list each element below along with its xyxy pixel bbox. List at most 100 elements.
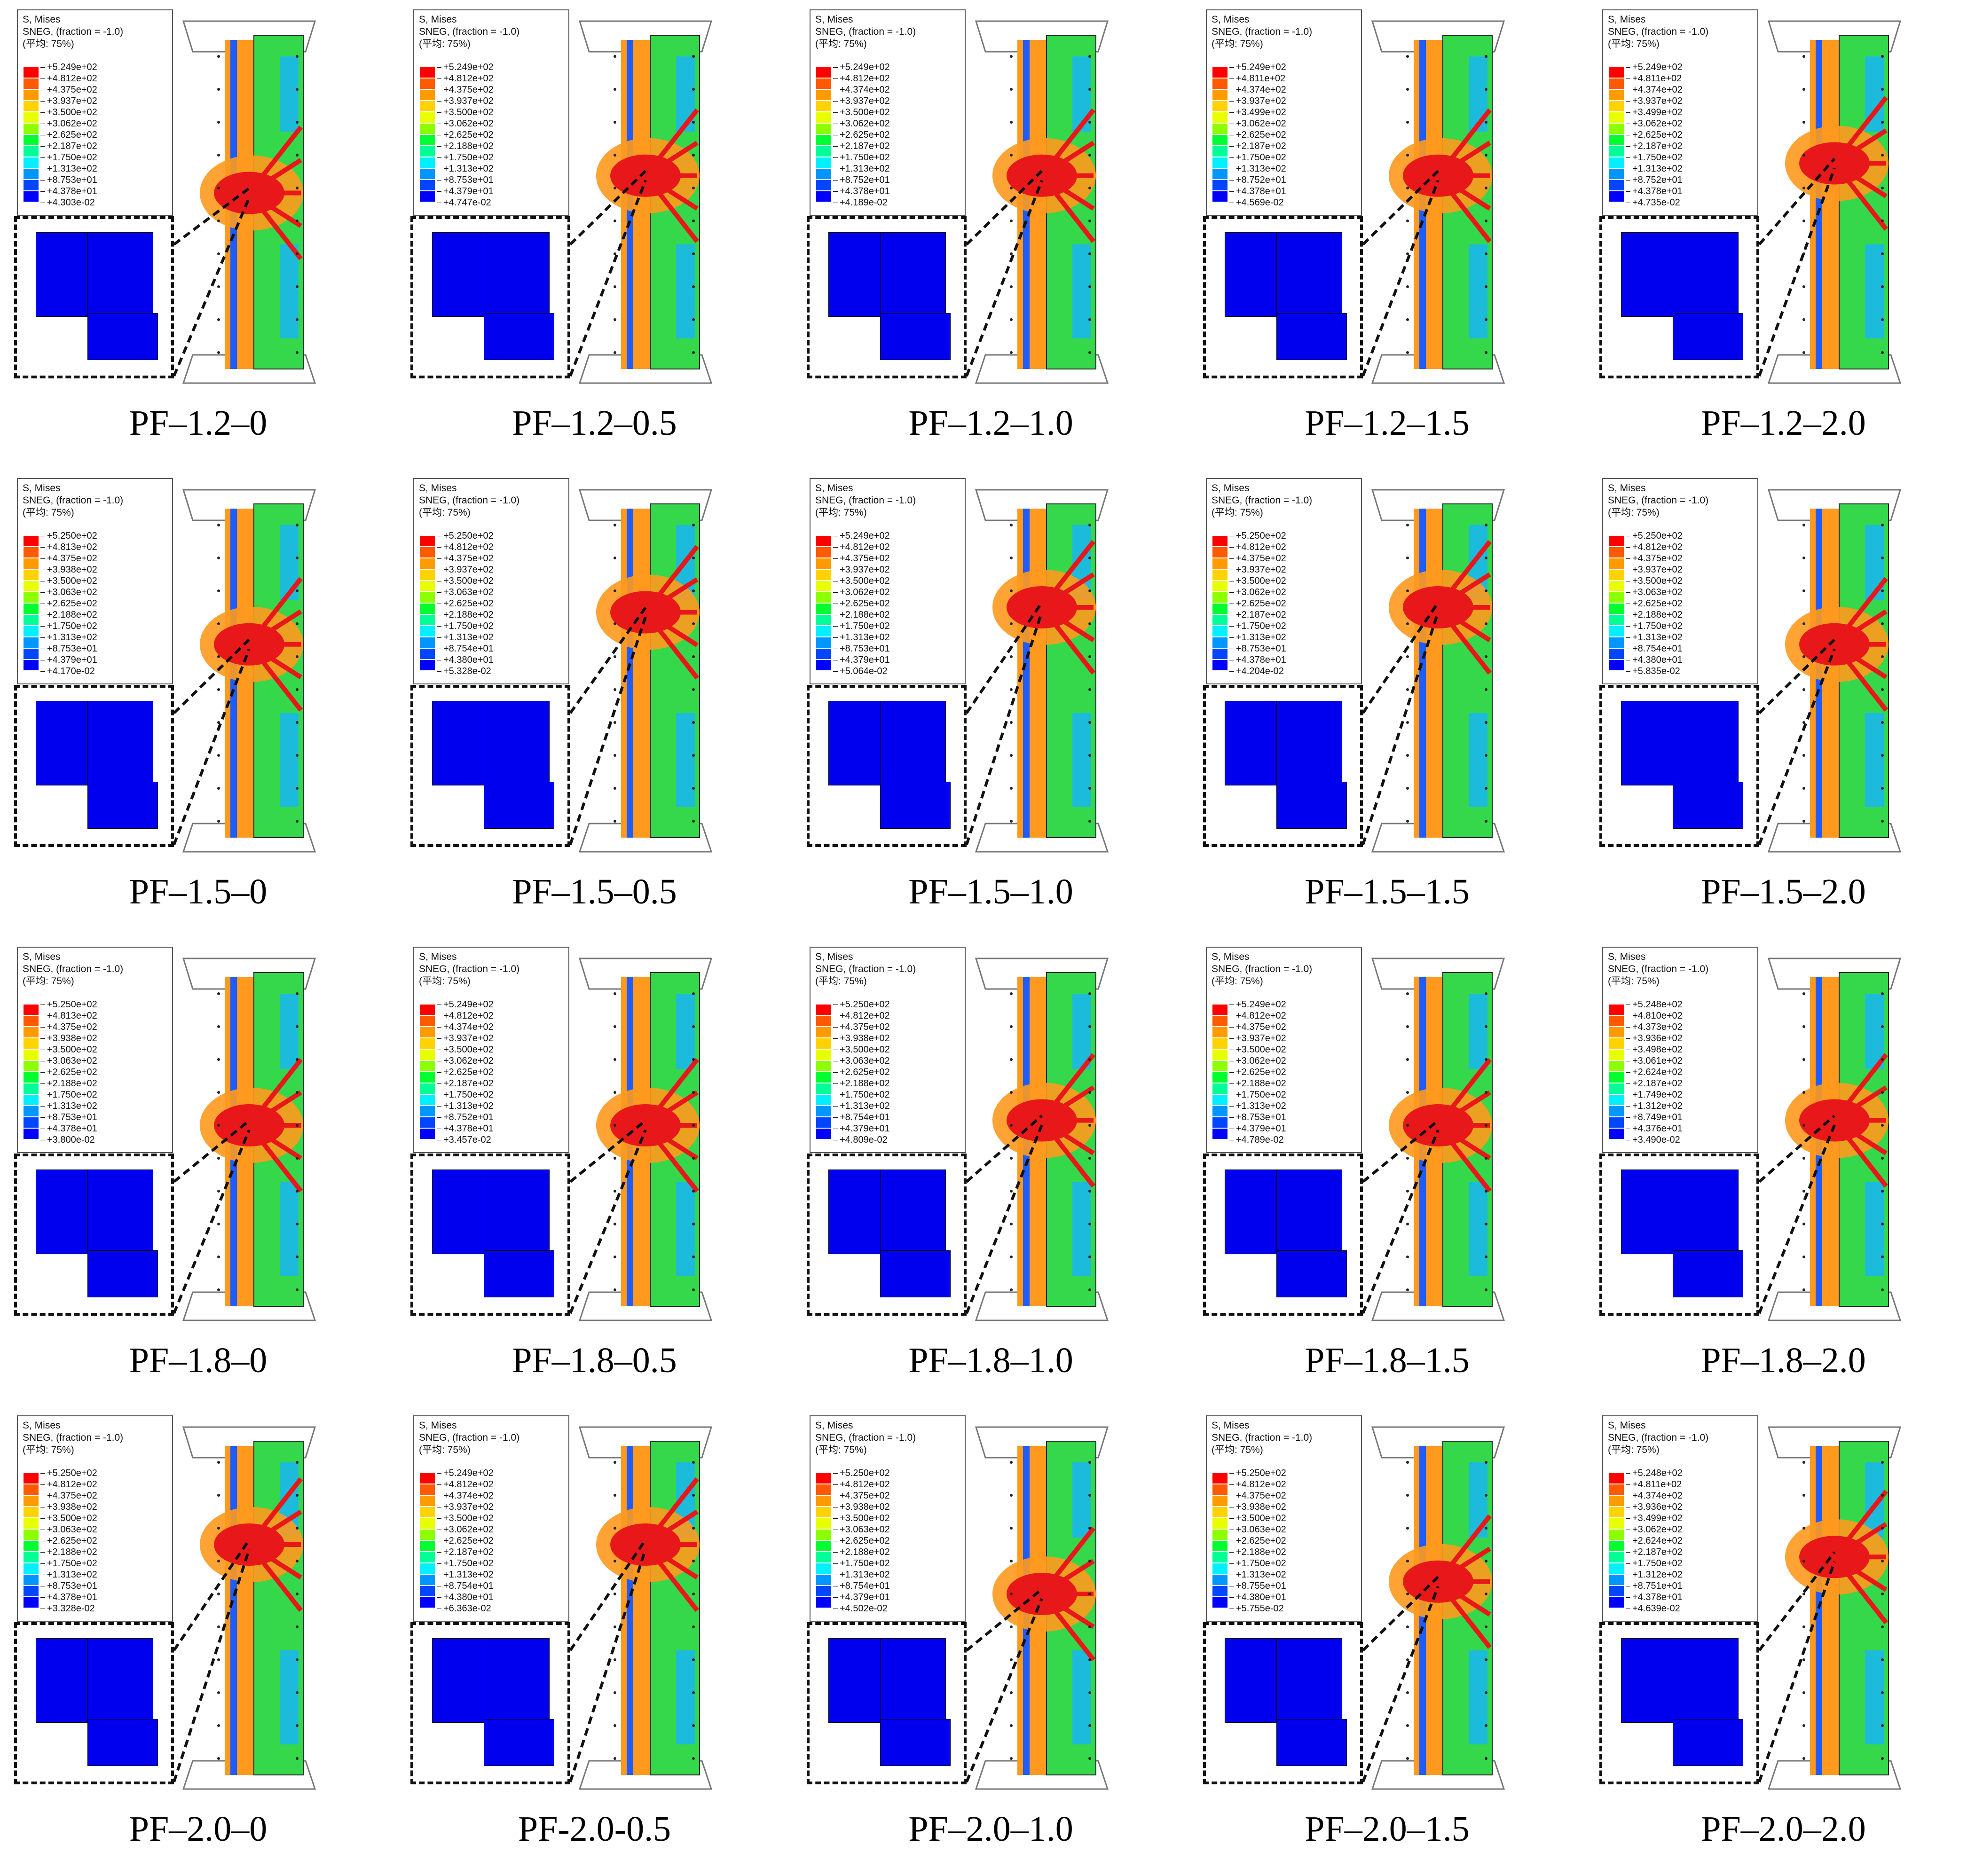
bolt-marker	[1881, 252, 1884, 255]
bolt-marker	[1088, 285, 1091, 288]
legend-value: +4.375e+02	[1632, 553, 1683, 564]
stress-ray	[1437, 1579, 1491, 1617]
bolt-marker	[1010, 1691, 1013, 1694]
bolt-marker	[296, 220, 299, 222]
low-stress-zone	[1072, 994, 1091, 1069]
stress-ray	[248, 191, 302, 228]
legend-value: +3.937e+02	[443, 565, 494, 575]
bolt-marker	[217, 589, 220, 592]
stress-ray	[248, 642, 302, 679]
bolt-marker	[217, 154, 220, 157]
contour-panel: S, Mises SNEG, (fraction = -1.0) (平均: 75%)…	[0, 1406, 396, 1875]
legend-value: +2.188e+02	[47, 610, 97, 620]
legend-swatch	[420, 615, 435, 625]
legend-swatch	[1212, 1575, 1228, 1585]
bolt-marker	[1010, 655, 1013, 658]
low-stress-zone	[676, 1182, 695, 1276]
bolt-marker	[1010, 820, 1013, 823]
legend-line2: SNEG, (fraction = -1.0)	[23, 964, 124, 974]
bolt-marker	[296, 1025, 299, 1028]
legend-line3: (平均: 75%)	[23, 507, 74, 518]
legend-value: +8.752e+01	[1632, 175, 1683, 185]
low-stress-zone	[1865, 1650, 1884, 1744]
legend-value: +4.812e+02	[1236, 542, 1286, 552]
deformed-shape-inset	[807, 1154, 967, 1316]
legend-tick	[1626, 1072, 1630, 1073]
bolt-marker	[296, 688, 299, 691]
legend-value: +5.250e+02	[47, 999, 97, 1010]
fem-contour-model	[975, 958, 1109, 1321]
legend-swatch	[816, 124, 831, 134]
legend-value: +4.812e+02	[840, 1479, 890, 1490]
bolt-marker	[296, 524, 299, 526]
legend-swatch	[816, 1083, 831, 1094]
bolt-marker	[614, 655, 616, 658]
legend-tick	[1626, 1597, 1630, 1598]
bolt-marker	[692, 154, 695, 157]
legend-value: +5.250e+02	[1236, 1468, 1286, 1478]
deformed-plate-upper	[432, 1638, 550, 1723]
fem-contour-model	[1767, 1426, 1902, 1790]
deformed-shape-inset	[807, 216, 967, 378]
legend-value: +4.380e+01	[443, 1592, 494, 1602]
bolt-marker	[1802, 820, 1805, 823]
bolt-marker	[1485, 121, 1487, 124]
legend-line1: S, Mises	[815, 483, 853, 494]
legend-value: +2.188e+02	[1632, 610, 1683, 620]
legend-tick	[1626, 1027, 1630, 1028]
legend-value: +3.937e+02	[840, 96, 890, 106]
bolt-marker	[1485, 1157, 1487, 1160]
legend-value: +1.750e+02	[840, 152, 890, 163]
legend-swatch	[1609, 1541, 1624, 1551]
bolt-marker	[692, 992, 695, 995]
bolt-marker	[1485, 1288, 1487, 1291]
legend-value: +2.187e+02	[47, 141, 97, 151]
deformed-plate-upper	[1621, 232, 1739, 317]
legend-value: +3.500e+02	[1236, 1513, 1286, 1523]
legend-tick	[833, 180, 838, 181]
legend-tick	[1229, 626, 1234, 627]
legend-value: +3.500e+02	[443, 1044, 494, 1055]
bolt-marker	[692, 1157, 695, 1160]
low-stress-zone	[1072, 244, 1091, 338]
legend-line1: S, Mises	[419, 951, 457, 962]
legend-tick	[40, 1518, 45, 1519]
deformed-shape-inset	[1203, 1622, 1363, 1784]
bolt-marker	[1010, 252, 1013, 255]
legend-swatch	[1609, 1484, 1624, 1495]
bolt-marker	[1406, 1625, 1409, 1628]
legend-swatch	[24, 180, 39, 190]
bolt-marker	[1485, 622, 1487, 625]
legend-swatch	[420, 1518, 435, 1529]
plate-split-line	[880, 1638, 881, 1723]
legend-tick	[1626, 637, 1630, 638]
legend-value: +1.750e+02	[840, 621, 890, 631]
legend-value: +4.374e+02	[840, 85, 890, 95]
legend-line2: SNEG, (fraction = -1.0)	[419, 495, 520, 506]
legend-value: +1.312e+02	[1632, 1101, 1683, 1111]
legend-value: +2.187e+02	[840, 141, 890, 151]
column-web-band	[627, 509, 633, 838]
stress-ray	[1436, 108, 1492, 177]
stress-ray	[644, 1477, 699, 1546]
legend-tick	[40, 1597, 45, 1598]
legend-swatch	[420, 1005, 435, 1015]
deformed-shape-inset	[410, 216, 570, 378]
legend-tick	[40, 1072, 45, 1073]
legend-value: +4.375e+02	[840, 1022, 890, 1032]
legend-tick	[40, 180, 45, 181]
legend-swatch	[420, 1083, 435, 1094]
legend-value: +4.379e+01	[840, 1592, 890, 1602]
legend-value: +3.936e+02	[1632, 1502, 1683, 1512]
legend-value: +2.188e+02	[1236, 1547, 1286, 1557]
bolt-marker	[692, 589, 695, 592]
legend-swatch	[420, 570, 435, 580]
bolt-marker	[296, 121, 299, 124]
legend-swatch	[816, 1541, 831, 1551]
bolt-marker	[1088, 1757, 1091, 1760]
legend-value: +4.204e-02	[1236, 666, 1284, 676]
legend-value: +3.500e+02	[1236, 1044, 1286, 1055]
deformed-shape-inset	[807, 685, 967, 847]
bolt-marker	[692, 557, 695, 559]
bolt-marker	[614, 252, 616, 255]
